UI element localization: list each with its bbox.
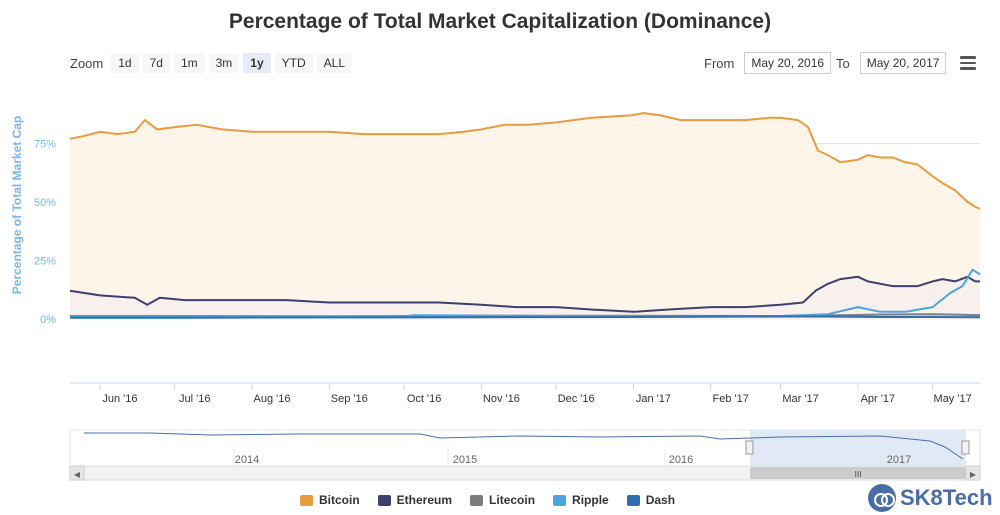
navigator-left-handle[interactable] <box>745 440 754 455</box>
scrollbar-grip-icon: III <box>855 470 862 479</box>
x-tick-label: Feb '17 <box>713 393 749 405</box>
range-from-label: From <box>704 55 735 71</box>
series-line-bitcoin[interactable] <box>69 112 981 210</box>
navigator-year-label: 2014 <box>235 454 259 466</box>
series-area-bitcoin <box>70 113 980 319</box>
x-tick-label: Jun '16 <box>102 393 137 405</box>
legend-item-ripple[interactable]: Ripple <box>553 493 609 507</box>
navigator-year-label: 2017 <box>887 454 911 466</box>
legend-swatch <box>553 494 567 506</box>
legend-label: Dash <box>645 493 676 507</box>
y-tick-label: 25% <box>34 255 56 267</box>
zoom-7d-button[interactable]: 7d <box>142 53 170 73</box>
x-tick-label: Jul '16 <box>179 393 210 405</box>
zoom-bar: Zoom 1d 7d 1m 3m 1y YTD ALL <box>70 52 356 74</box>
series-line-dash[interactable] <box>70 315 981 319</box>
navigator-year-label: 2016 <box>669 454 693 466</box>
legend-swatch <box>377 494 391 506</box>
navigator-right-handle[interactable] <box>961 440 970 455</box>
legend-swatch <box>626 494 640 506</box>
main-chart[interactable]: Percentage of Total Market Cap 0% 25% 50% 7… <box>0 0 1000 420</box>
link-logo-icon <box>868 484 896 512</box>
legend-item-dash[interactable]: Dash <box>626 493 676 507</box>
zoom-ytd-button[interactable]: YTD <box>274 53 313 73</box>
navigator[interactable]: 2014 2015 2016 2017 ◀ ▶ III <box>0 425 1000 485</box>
y-tick-label: 50% <box>34 197 56 209</box>
series-area-layer <box>70 113 980 319</box>
navigator-bitcoin-line <box>84 432 964 460</box>
legend-label: Ethereum <box>396 493 453 507</box>
x-tick-label: Mar '17 <box>782 393 818 405</box>
scroll-left-arrow-icon: ◀ <box>74 470 81 479</box>
legend-label: Bitcoin <box>319 493 360 507</box>
x-tick-label: Oct '16 <box>407 393 442 405</box>
x-tick-layer: Jun '16 Jul '16 Aug '16 Sep '16 Oct '16 Nov '… <box>99 383 972 405</box>
legend-swatch <box>470 494 484 506</box>
zoom-1y-button[interactable]: 1y <box>243 53 271 73</box>
legend-item-ethereum[interactable]: Ethereum <box>377 493 453 507</box>
series-line-layer <box>69 112 981 319</box>
y-tick-label: 0% <box>40 314 56 326</box>
y-tick-layer: 0% 25% 50% 75% <box>34 138 56 325</box>
navigator-selection[interactable] <box>750 430 966 466</box>
legend-item-bitcoin[interactable]: Bitcoin <box>300 493 360 507</box>
scrollbar-thumb[interactable] <box>750 467 966 479</box>
navigator-year-label: 2015 <box>453 454 477 466</box>
range-to-label: To <box>836 55 850 71</box>
series-area-ethereum <box>70 276 980 319</box>
x-tick-label: Nov '16 <box>483 393 520 405</box>
scroll-right-arrow-icon: ▶ <box>970 470 977 479</box>
scroll-left-button[interactable] <box>69 465 85 481</box>
zoom-1m-button[interactable]: 1m <box>173 53 205 73</box>
x-tick-label: Sep '16 <box>331 393 368 405</box>
range-to: To May 20, 2017 <box>836 52 947 74</box>
chart-legend: Bitcoin Ethereum Litecoin Ripple Dash <box>300 493 693 507</box>
y-tick-label: 75% <box>34 138 56 150</box>
zoom-label: Zoom <box>70 55 104 71</box>
x-tick-label: Apr '17 <box>861 393 896 405</box>
legend-label: Ripple <box>572 493 609 507</box>
range-to-input[interactable]: May 20, 2017 <box>859 52 947 74</box>
legend-item-litecoin[interactable]: Litecoin <box>470 493 535 507</box>
zoom-all-button[interactable]: ALL <box>316 53 353 73</box>
hamburger-menu-icon[interactable] <box>960 56 976 70</box>
legend-label: Litecoin <box>489 493 536 507</box>
brand-name: SK8Tech <box>900 485 993 510</box>
x-tick-label: May '17 <box>934 393 972 405</box>
range-from: From May 20, 2016 <box>704 52 832 74</box>
y-axis-title: Percentage of Total Market Cap <box>10 116 24 295</box>
series-line-ethereum[interactable] <box>69 275 980 313</box>
zoom-3m-button[interactable]: 3m <box>208 53 240 73</box>
brand-logo: SK8Tech <box>868 484 993 512</box>
range-from-input[interactable]: May 20, 2016 <box>744 52 832 74</box>
x-tick-label: Jan '17 <box>636 393 671 405</box>
chart-title: Percentage of Total Market Capitalizatio… <box>228 10 772 33</box>
x-tick-label: Dec '16 <box>558 393 595 405</box>
legend-swatch <box>300 494 313 506</box>
x-tick-label: Aug '16 <box>254 393 291 405</box>
series-line-ripple[interactable] <box>70 268 981 318</box>
zoom-1d-button[interactable]: 1d <box>111 53 139 73</box>
